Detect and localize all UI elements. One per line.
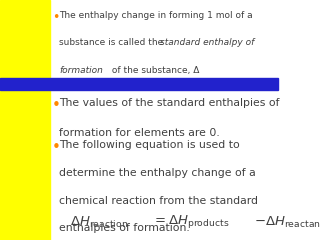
Text: formation for elements are 0.: formation for elements are 0.: [59, 128, 220, 138]
Text: chemical reaction from the standard: chemical reaction from the standard: [59, 196, 258, 206]
Text: $\Delta H_{\mathrm{reaction}}$: $\Delta H_{\mathrm{reaction}}$: [70, 215, 129, 230]
Text: The following equation is used to: The following equation is used to: [59, 140, 240, 150]
Text: The enthalpy change in forming 1 mol of a: The enthalpy change in forming 1 mol of …: [59, 11, 253, 20]
Text: •: •: [52, 98, 61, 114]
Bar: [0, 78, 278, 90]
Text: standard enthalpy of: standard enthalpy of: [160, 38, 254, 48]
Text: substance is called the: substance is called the: [59, 38, 166, 48]
Text: •: •: [52, 11, 59, 24]
Text: $= \Delta H_{\mathrm{products}}$: $= \Delta H_{\mathrm{products}}$: [152, 213, 229, 230]
Bar: [0, 0, 50, 240]
Text: $- \Delta H_{\mathrm{reactants}}$: $- \Delta H_{\mathrm{reactants}}$: [254, 215, 320, 230]
Text: formation: formation: [59, 66, 103, 75]
Text: •: •: [52, 140, 61, 156]
Text: The values of the standard enthalpies of: The values of the standard enthalpies of: [59, 98, 280, 108]
Text: of the substance, Δ: of the substance, Δ: [109, 66, 199, 75]
Text: enthalpies of formation.: enthalpies of formation.: [59, 223, 190, 233]
Text: determine the enthalpy change of a: determine the enthalpy change of a: [59, 168, 256, 178]
